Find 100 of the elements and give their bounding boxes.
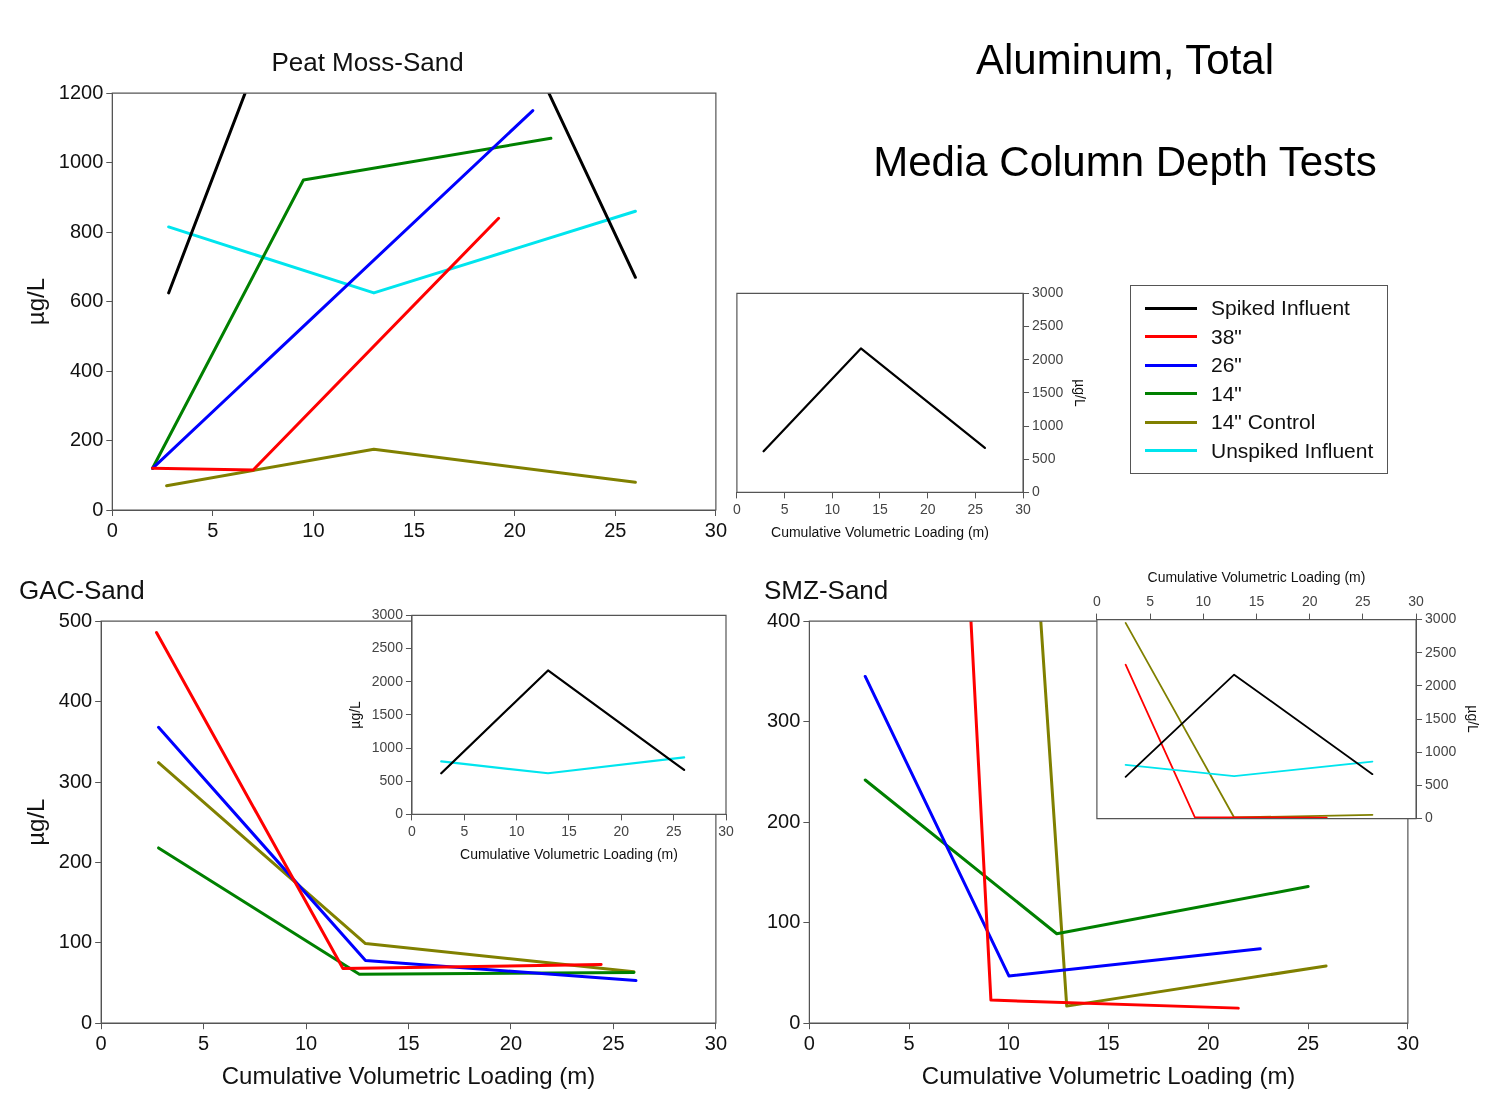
y-tick-label: 0 <box>81 1010 93 1033</box>
x-tick-label: 20 <box>499 1031 523 1054</box>
y-tick-label: 200 <box>58 849 93 872</box>
x-tick-label: 30 <box>718 822 734 839</box>
x-tick-label: 15 <box>402 518 426 541</box>
x-tick-label: 15 <box>561 822 577 839</box>
y2-tick-label: 1500 <box>1032 383 1064 400</box>
y-axis-title: µg/L <box>22 798 50 846</box>
y-axis-title: µg/L <box>347 700 364 729</box>
x-tick-label: 25 <box>1355 593 1371 610</box>
y-tick-label: 600 <box>69 289 104 312</box>
y-tick-label: 200 <box>69 428 104 451</box>
x-axis-title: Cumulative Volumetric Loading (m) <box>460 846 678 863</box>
x-axis-title: Cumulative Volumetric Loading (m) <box>221 1062 596 1090</box>
legend-label: Unspiked Influent <box>1211 438 1374 463</box>
y2-tick-label: 1500 <box>1425 709 1457 726</box>
x-tick-label: 15 <box>1097 1031 1120 1054</box>
x-tick-label: 0 <box>732 500 741 517</box>
x-tick-label: 15 <box>872 500 888 517</box>
y2-tick-label: 1000 <box>1425 743 1457 760</box>
x-tick-label: 15 <box>1248 593 1265 610</box>
x-tick-label: 10 <box>824 500 841 517</box>
x-tick-label: 30 <box>1408 593 1425 610</box>
y2-tick-label: 2000 <box>1425 676 1457 693</box>
x-tick-label: 0 <box>408 822 417 839</box>
x-tick-label: 30 <box>1396 1031 1419 1054</box>
y-tick-label: 400 <box>69 358 104 381</box>
x-tick-label: 25 <box>967 500 984 517</box>
x-tick-label: 5 <box>903 1031 915 1054</box>
x-tick-label: 20 <box>1197 1031 1220 1054</box>
x-tick-label: 10 <box>294 1031 318 1054</box>
y2-tick-label: 500 <box>1425 776 1449 793</box>
y-tick-label: 300 <box>766 709 801 732</box>
y-tick-label: 0 <box>395 805 404 822</box>
y-tick-label: 1000 <box>371 738 404 755</box>
x-axis-title: Cumulative Volumetric Loading (m) <box>1147 569 1366 586</box>
y-tick-label: 1200 <box>58 80 104 103</box>
y-tick-label: 2500 <box>371 639 404 656</box>
y2-tick-label: 1000 <box>1032 416 1064 433</box>
legend-label: 14" Control <box>1211 410 1316 435</box>
y-tick-label: 500 <box>379 772 404 789</box>
x-tick-label: 20 <box>503 518 526 541</box>
x-tick-label: 20 <box>919 500 936 517</box>
x-tick-label: 0 <box>1092 593 1101 610</box>
y-tick-label: 0 <box>789 1010 801 1033</box>
y2-tick-label: 2500 <box>1032 317 1064 334</box>
y2-tick-label: 500 <box>1032 450 1056 467</box>
y-tick-label: 500 <box>58 608 93 631</box>
x-tick-label: 10 <box>302 518 325 541</box>
y-tick-label: 200 <box>766 809 801 832</box>
x-tick-label: 15 <box>397 1031 420 1054</box>
text: Aluminum, Total <box>975 36 1275 84</box>
x-tick-label: 5 <box>207 518 219 541</box>
x-tick-label: 5 <box>780 500 789 517</box>
x-tick-label: 5 <box>198 1031 210 1054</box>
x-tick-label: 25 <box>604 518 627 541</box>
y2-tick-label: 3000 <box>1032 284 1064 301</box>
y-tick-label: 1500 <box>371 705 404 722</box>
legend-label: 14" <box>1211 381 1242 406</box>
y2-axis-title: µg/L <box>1464 705 1481 734</box>
y-tick-label: 400 <box>766 608 801 631</box>
x-tick-label: 25 <box>602 1031 625 1054</box>
y-tick-label: 2000 <box>371 672 404 689</box>
x-tick-label: 20 <box>613 822 630 839</box>
y-axis-title: µg/L <box>22 278 50 326</box>
y-tick-label: 800 <box>69 219 104 242</box>
text: Media Column Depth Tests <box>872 138 1378 186</box>
y-tick-label: 3000 <box>371 606 404 623</box>
x-tick-label: 10 <box>508 822 525 839</box>
y-tick-label: 1000 <box>58 150 104 173</box>
y2-axis-title: µg/L <box>1071 379 1088 407</box>
x-tick-label: 25 <box>1297 1031 1320 1054</box>
y2-tick-label: 0 <box>1032 483 1041 500</box>
x-tick-label: 10 <box>1195 593 1212 610</box>
x-axis-title: Cumulative Volumetric Loading (m) <box>771 524 989 541</box>
chart-title: SMZ-Sand <box>764 574 889 605</box>
y2-tick-label: 0 <box>1425 809 1434 826</box>
chart-title: GAC-Sand <box>19 574 145 605</box>
y2-tick-label: 2000 <box>1032 350 1064 367</box>
legend-label: 38" <box>1211 324 1242 349</box>
x-tick-label: 10 <box>997 1031 1020 1054</box>
legend-label: Spiked Influent <box>1211 296 1350 321</box>
x-tick-label: 5 <box>460 822 469 839</box>
y2-tick-label: 3000 <box>1425 610 1457 627</box>
x-tick-label: 25 <box>665 822 682 839</box>
x-tick-label: 30 <box>704 518 727 541</box>
x-axis-title: Cumulative Volumetric Loading (m) <box>921 1062 1296 1090</box>
y-tick-label: 100 <box>58 930 93 953</box>
x-tick-label: 0 <box>106 518 118 541</box>
x-tick-label: 5 <box>1146 593 1155 610</box>
x-tick-label: 30 <box>1015 500 1032 517</box>
y-tick-label: 400 <box>58 689 93 712</box>
x-tick-label: 0 <box>803 1031 815 1054</box>
y-tick-label: 100 <box>766 910 801 933</box>
y2-tick-label: 2500 <box>1425 643 1457 660</box>
y-tick-label: 300 <box>58 769 93 792</box>
x-tick-label: 30 <box>704 1031 727 1054</box>
chart-title: Peat Moss-Sand <box>271 46 464 77</box>
legend-label: 26" <box>1211 353 1242 378</box>
x-tick-label: 20 <box>1301 593 1318 610</box>
